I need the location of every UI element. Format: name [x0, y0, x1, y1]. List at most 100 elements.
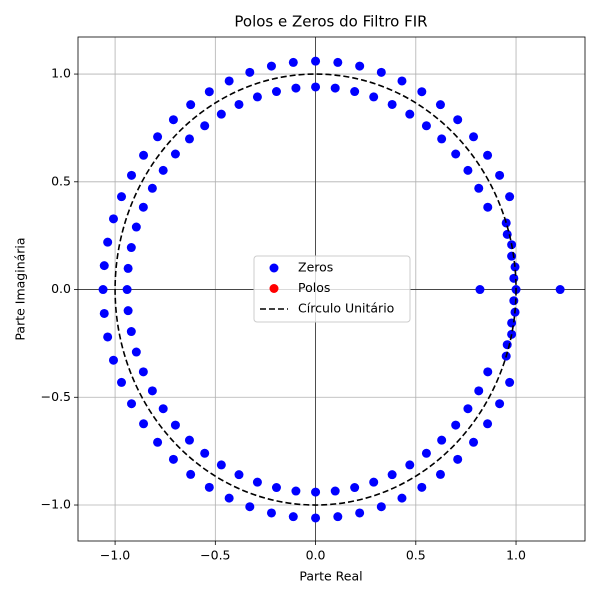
zero-point — [369, 477, 379, 487]
zero-point — [99, 308, 109, 318]
zero-point — [311, 513, 321, 523]
zero-point — [170, 420, 180, 430]
zero-point — [474, 386, 484, 396]
zero-point — [495, 399, 505, 409]
zero-point — [168, 115, 178, 125]
zero-point — [469, 437, 479, 447]
zero-point — [350, 87, 360, 97]
zero-point — [123, 306, 133, 316]
zero-point — [291, 486, 301, 496]
zero-point — [421, 121, 431, 131]
zero-point — [435, 469, 445, 479]
zero-point — [138, 367, 148, 377]
zero-point — [98, 285, 108, 295]
zero-point — [204, 482, 214, 492]
zero-point — [153, 132, 163, 142]
zero-point — [184, 435, 194, 445]
x-tick-label: 1.0 — [506, 548, 526, 563]
zero-point — [330, 486, 340, 496]
x-tick-label: −1.0 — [100, 548, 130, 563]
zero-point — [333, 57, 343, 67]
zero-point — [184, 134, 194, 144]
zero-point — [463, 165, 473, 175]
zero-point — [252, 92, 262, 102]
zero-point — [271, 483, 281, 493]
legend-label: Círculo Unitário — [298, 301, 394, 316]
zero-point — [483, 150, 493, 160]
legend: Zeros Polos Círculo Unitário — [253, 255, 411, 323]
zero-point — [204, 87, 214, 97]
zero-point — [200, 121, 210, 131]
zero-point — [350, 483, 360, 493]
zero-point — [127, 399, 137, 409]
zero-point — [376, 67, 386, 77]
zero-point — [158, 404, 168, 414]
zero-point — [405, 460, 415, 470]
x-tick-label: 0.0 — [306, 548, 326, 563]
zero-point — [495, 170, 505, 180]
zero-point — [168, 454, 178, 464]
zero-point — [147, 183, 157, 193]
legend-marker — [269, 263, 279, 273]
zero-point — [139, 150, 149, 160]
zero-point — [483, 419, 493, 429]
zero-point — [234, 470, 244, 480]
zero-point — [453, 454, 463, 464]
zero-point — [483, 367, 493, 377]
zero-point — [126, 243, 136, 253]
zero-point — [99, 261, 109, 271]
zero-point — [311, 56, 321, 66]
legend-label: Polos — [298, 280, 330, 295]
zero-point — [437, 435, 447, 445]
zero-point — [505, 377, 515, 387]
zero-point — [509, 296, 519, 306]
zero-point — [224, 493, 234, 503]
zero-point — [421, 448, 431, 458]
zero-point — [501, 218, 511, 228]
zero-point — [158, 165, 168, 175]
zero-point — [387, 470, 397, 480]
y-tick-label: 0.5 — [51, 173, 71, 188]
y-axis-label: Parte Imaginária — [13, 237, 28, 340]
zero-point — [153, 437, 163, 447]
zero-point — [507, 251, 517, 261]
zero-point — [311, 82, 321, 92]
zero-point — [387, 99, 397, 109]
zero-point — [355, 61, 365, 71]
zero-point — [311, 487, 321, 497]
zero-point — [103, 332, 113, 342]
zero-point — [117, 377, 127, 387]
zero-point — [147, 386, 157, 396]
zero-point — [252, 477, 262, 487]
zero-point — [224, 76, 234, 86]
zero-point — [435, 100, 445, 110]
zero-point — [186, 100, 196, 110]
zero-point — [131, 222, 141, 232]
y-tick-label: −1.0 — [41, 497, 71, 512]
zero-point — [245, 67, 255, 77]
zero-point — [397, 76, 407, 86]
zero-point — [474, 183, 484, 193]
zero-point — [397, 493, 407, 503]
zero-point — [170, 149, 180, 159]
zero-point — [127, 170, 137, 180]
zero-point — [108, 355, 118, 365]
y-tick-label: −0.5 — [41, 389, 71, 404]
zero-point — [463, 404, 473, 414]
zero-point — [355, 508, 365, 518]
unit-circle — [114, 73, 517, 506]
x-tick-label: 0.5 — [406, 548, 426, 563]
x-tick-label: −0.5 — [200, 548, 230, 563]
zero-point — [502, 340, 512, 350]
zero-point — [417, 87, 427, 97]
zero-point — [509, 273, 519, 283]
zero-point — [216, 460, 226, 470]
zero-point — [369, 92, 379, 102]
zero-point — [555, 285, 565, 295]
zero-point — [483, 202, 493, 212]
zero-point — [469, 132, 479, 142]
chart-title: Polos e Zeros do Filtro FIR — [234, 13, 427, 31]
zero-point — [138, 202, 148, 212]
zero-point — [186, 469, 196, 479]
